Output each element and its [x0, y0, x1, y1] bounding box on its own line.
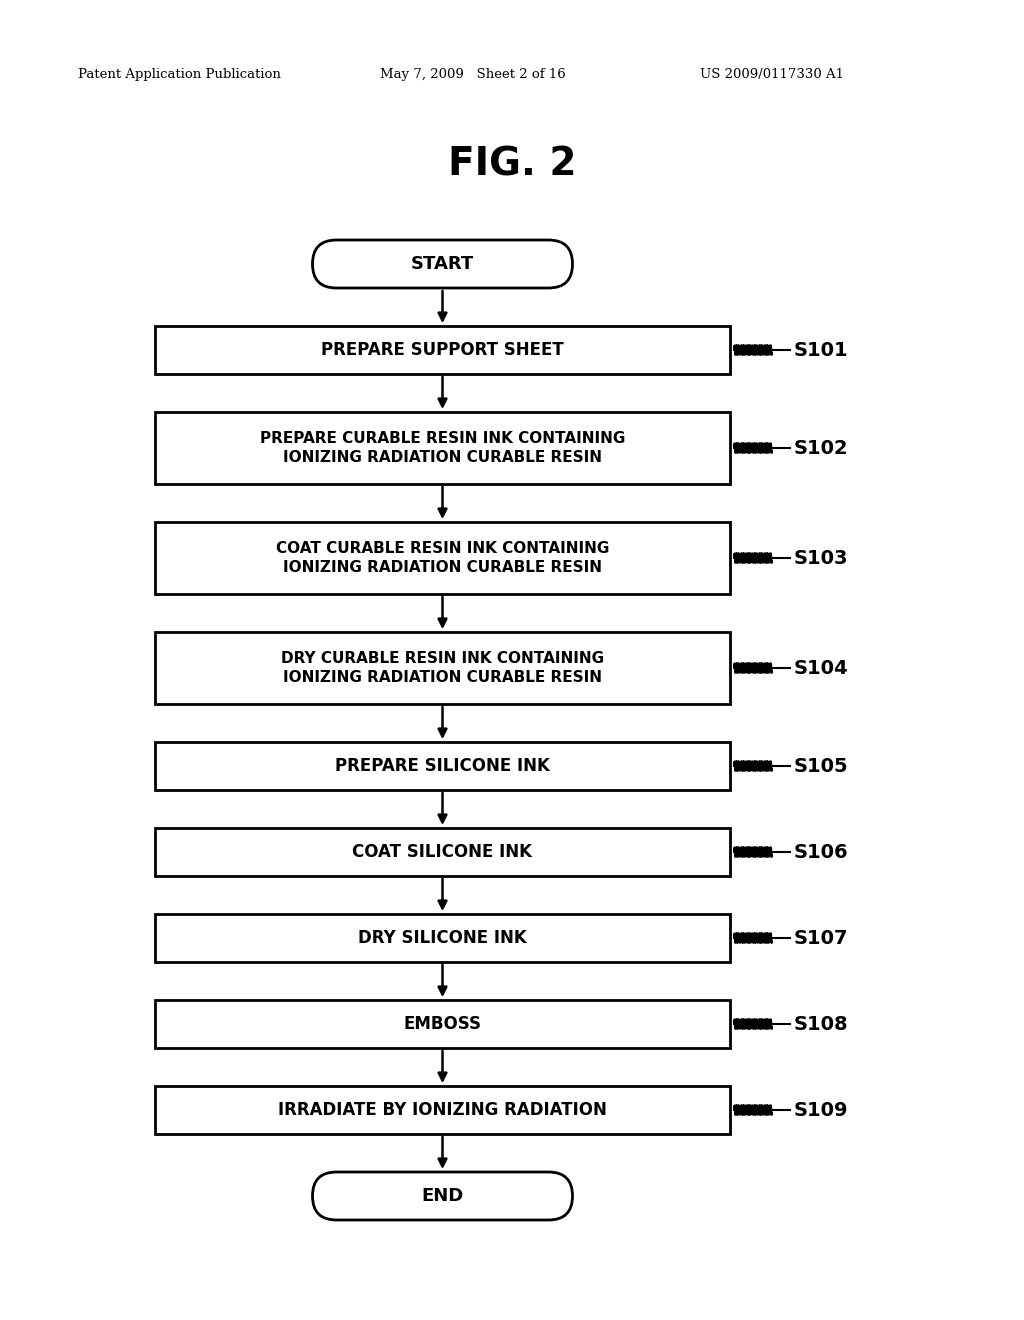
Text: FIG. 2: FIG. 2: [447, 145, 577, 183]
Text: PREPARE SILICONE INK: PREPARE SILICONE INK: [335, 756, 550, 775]
FancyBboxPatch shape: [312, 1172, 572, 1220]
Text: S104: S104: [794, 659, 849, 677]
Bar: [155, 742, 730, 789]
Bar: [155, 828, 730, 876]
Text: START: START: [411, 255, 474, 273]
Text: S105: S105: [794, 756, 849, 776]
Text: US 2009/0117330 A1: US 2009/0117330 A1: [700, 69, 844, 81]
Bar: [155, 1086, 730, 1134]
Text: PREPARE SUPPORT SHEET: PREPARE SUPPORT SHEET: [322, 341, 564, 359]
Text: COAT CURABLE RESIN INK CONTAINING
IONIZING RADIATION CURABLE RESIN: COAT CURABLE RESIN INK CONTAINING IONIZI…: [275, 541, 609, 576]
Bar: [155, 521, 730, 594]
Bar: [155, 913, 730, 962]
Text: S109: S109: [794, 1101, 849, 1119]
Text: DRY SILICONE INK: DRY SILICONE INK: [358, 929, 527, 946]
Text: END: END: [421, 1187, 464, 1205]
Text: May 7, 2009   Sheet 2 of 16: May 7, 2009 Sheet 2 of 16: [380, 69, 565, 81]
Bar: [155, 326, 730, 374]
Text: COAT SILICONE INK: COAT SILICONE INK: [352, 843, 532, 861]
Text: S106: S106: [794, 842, 849, 862]
Text: DRY CURABLE RESIN INK CONTAINING
IONIZING RADIATION CURABLE RESIN: DRY CURABLE RESIN INK CONTAINING IONIZIN…: [281, 651, 604, 685]
Bar: [155, 412, 730, 484]
Text: EMBOSS: EMBOSS: [403, 1015, 481, 1034]
Text: S108: S108: [794, 1015, 849, 1034]
Text: S107: S107: [794, 928, 849, 948]
Text: Patent Application Publication: Patent Application Publication: [78, 69, 281, 81]
Text: IRRADIATE BY IONIZING RADIATION: IRRADIATE BY IONIZING RADIATION: [279, 1101, 607, 1119]
Text: S101: S101: [794, 341, 849, 359]
Bar: [155, 632, 730, 704]
FancyBboxPatch shape: [312, 240, 572, 288]
Bar: [155, 1001, 730, 1048]
Text: PREPARE CURABLE RESIN INK CONTAINING
IONIZING RADIATION CURABLE RESIN: PREPARE CURABLE RESIN INK CONTAINING ION…: [260, 430, 626, 465]
Text: S103: S103: [794, 549, 849, 568]
Text: S102: S102: [794, 438, 849, 458]
